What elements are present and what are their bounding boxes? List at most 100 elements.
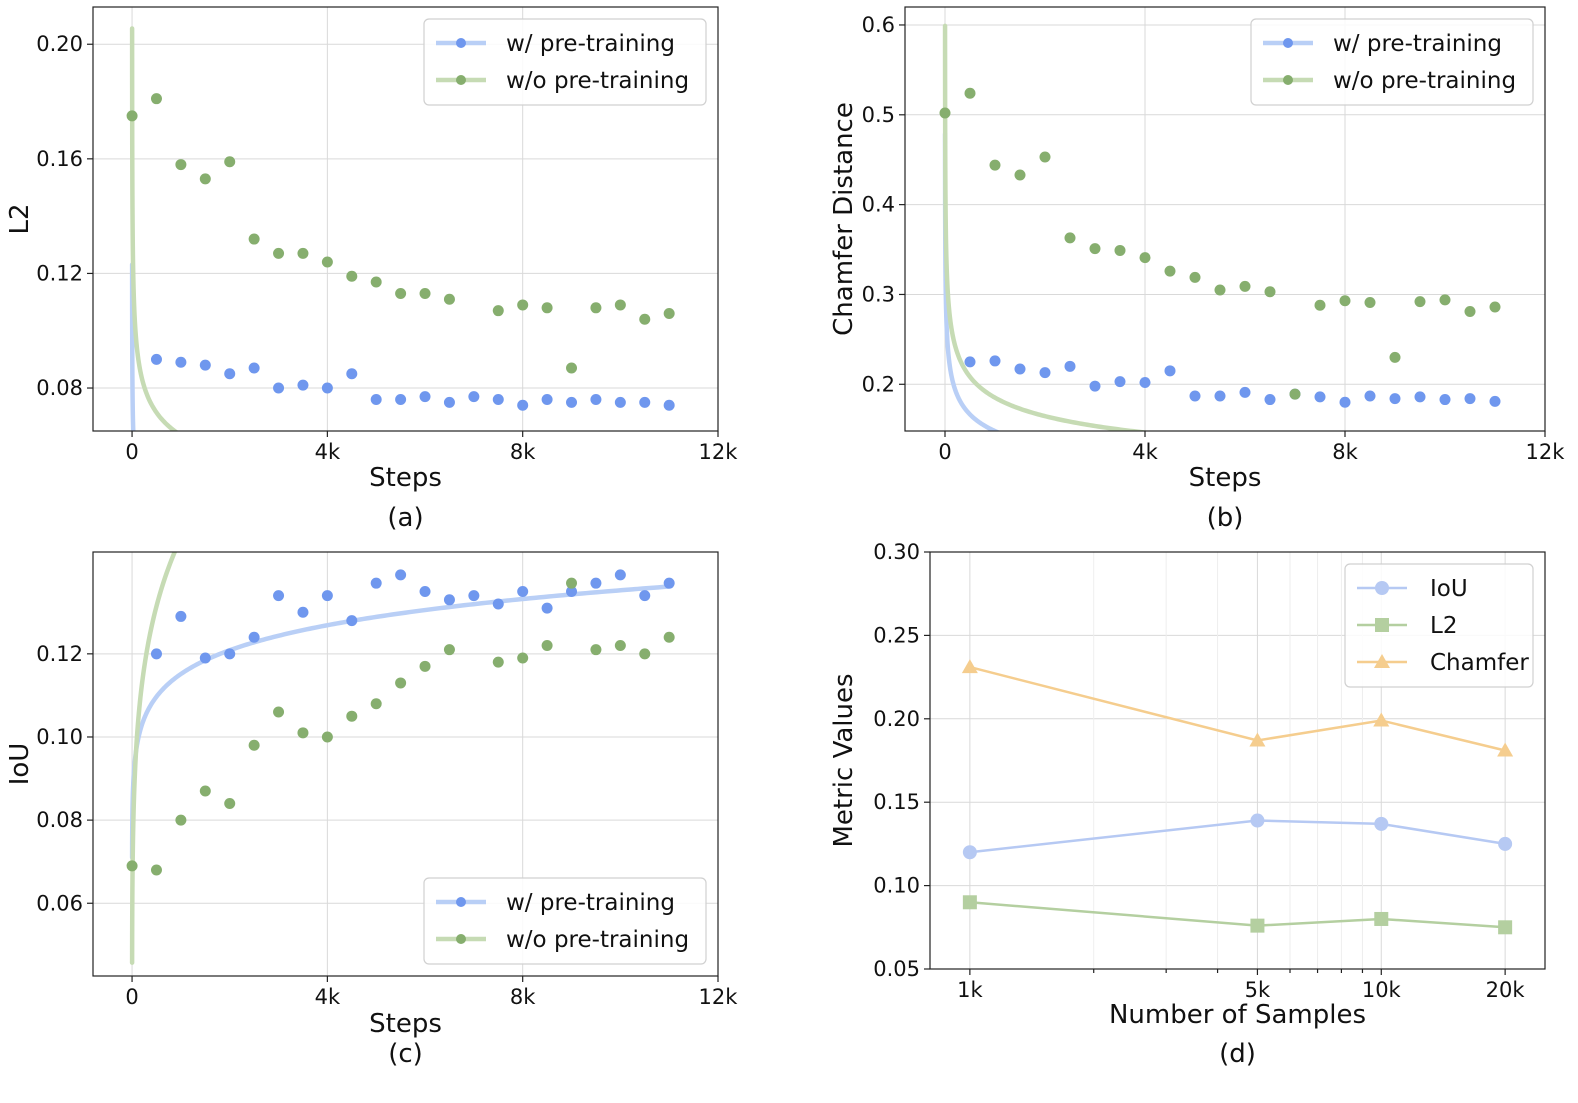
data-point-green xyxy=(126,110,138,122)
y-tick-label: 0.08 xyxy=(36,376,83,400)
data-point-green xyxy=(541,640,553,652)
data-point-blue xyxy=(1464,393,1476,405)
y-tick-label: 0.25 xyxy=(873,623,920,647)
y-tick-label: 0.12 xyxy=(36,261,83,285)
data-point-green xyxy=(1414,296,1426,308)
series-line-iou xyxy=(969,819,1506,854)
data-point-green xyxy=(199,785,211,797)
data-point-green xyxy=(1114,244,1126,256)
legend-marker xyxy=(1374,654,1390,668)
data-point-green xyxy=(566,577,578,589)
data-point-blue xyxy=(639,396,651,408)
data-point-green xyxy=(321,731,333,743)
data-point-blue xyxy=(1064,360,1076,372)
data-point-green xyxy=(297,247,309,259)
y-tick-label: 0.20 xyxy=(36,32,83,56)
data-point-green xyxy=(964,87,976,99)
data-point-green xyxy=(199,173,211,185)
x-axis-label: Steps xyxy=(369,463,442,493)
marker-l2 xyxy=(1250,918,1265,933)
data-point-green xyxy=(1339,295,1351,307)
data-point-green xyxy=(541,302,553,314)
data-point-green xyxy=(297,727,309,739)
y-tick-label: 0.30 xyxy=(873,540,920,564)
data-point-blue xyxy=(346,368,358,380)
data-point-green xyxy=(1364,297,1376,309)
data-point-blue xyxy=(517,585,529,597)
data-point-green xyxy=(346,270,358,282)
data-point-green xyxy=(517,299,529,311)
marker-iou xyxy=(962,845,977,860)
data-point-green xyxy=(566,362,578,374)
marker-l2 xyxy=(962,895,977,910)
x-axis-label: Steps xyxy=(1189,463,1262,493)
legend: w/ pre-training w/o pre-training xyxy=(423,877,707,965)
data-point-green xyxy=(1239,280,1251,292)
data-point-blue xyxy=(395,393,407,405)
data-point-green xyxy=(590,302,602,314)
data-point-green xyxy=(1014,169,1026,181)
data-point-blue xyxy=(1139,376,1151,388)
data-point-blue xyxy=(541,393,553,405)
x-tick-label: 12k xyxy=(1526,440,1566,464)
data-point-green xyxy=(492,656,504,668)
marker-chamfer xyxy=(1497,742,1514,757)
data-point-green xyxy=(1139,252,1151,264)
data-point-blue xyxy=(199,652,211,664)
y-tick-label: 0.12 xyxy=(36,642,83,666)
x-tick-label: 4k xyxy=(1132,440,1158,464)
data-point-blue xyxy=(590,393,602,405)
legend-box xyxy=(423,877,707,965)
marker-iou xyxy=(1250,813,1265,828)
data-point-blue xyxy=(248,362,260,374)
data-point-blue xyxy=(639,590,651,602)
data-point-blue xyxy=(1114,376,1126,388)
y-tick-label: 0.15 xyxy=(873,790,920,814)
data-point-green xyxy=(989,159,1001,171)
legend-label: w/ pre-training xyxy=(506,890,675,916)
x-tick-label: 12k xyxy=(699,440,739,464)
data-point-green xyxy=(517,652,529,664)
series-line-l2 xyxy=(969,901,1506,929)
data-point-green xyxy=(1389,351,1401,363)
legend-marker xyxy=(456,38,466,48)
legend-label: L2 xyxy=(1430,613,1457,639)
data-point-blue xyxy=(1364,390,1376,402)
y-tick-label: 0.10 xyxy=(36,725,83,749)
data-point-green xyxy=(150,864,162,876)
legend-label: w/o pre-training xyxy=(506,68,689,94)
y-tick-label: 0.10 xyxy=(873,874,920,898)
x-tick-label: 8k xyxy=(1332,440,1358,464)
data-point-blue xyxy=(1214,390,1226,402)
data-point-green xyxy=(370,698,382,710)
x-tick-label: 5k xyxy=(1245,978,1271,1002)
data-point-green xyxy=(939,107,951,119)
data-point-green xyxy=(419,287,431,299)
data-point-blue xyxy=(370,577,382,589)
y-tick-label: 0.20 xyxy=(873,707,920,731)
data-point-blue xyxy=(1489,395,1501,407)
panel-a: 0 4k 8k 12k 0.08 0.12 0.16 0.20 Steps L2 (a) w/ pre… xyxy=(5,6,739,533)
data-point-green xyxy=(419,660,431,672)
legend-label: w/ pre-training xyxy=(506,31,675,57)
data-point-blue xyxy=(346,615,358,627)
legend-label: IoU xyxy=(1430,576,1468,602)
x-tick-label: 8k xyxy=(510,985,536,1009)
legend-marker xyxy=(1375,618,1389,632)
data-point-green xyxy=(614,640,626,652)
data-point-blue xyxy=(517,399,529,411)
panel-caption: (b) xyxy=(1207,503,1244,533)
data-point-blue xyxy=(443,396,455,408)
fit-curve-green xyxy=(129,552,178,965)
y-axis-label: IoU xyxy=(5,743,35,786)
panel-caption: (a) xyxy=(387,503,423,533)
data-point-blue xyxy=(224,648,236,660)
data-point-green xyxy=(639,648,651,660)
data-point-blue xyxy=(175,610,187,622)
plot-area xyxy=(939,23,1501,431)
marker-chamfer xyxy=(1249,732,1266,747)
y-tick-label: 0.2 xyxy=(862,372,895,396)
legend-box xyxy=(423,18,707,106)
plot-area xyxy=(969,665,1506,929)
data-point-green xyxy=(273,247,285,259)
